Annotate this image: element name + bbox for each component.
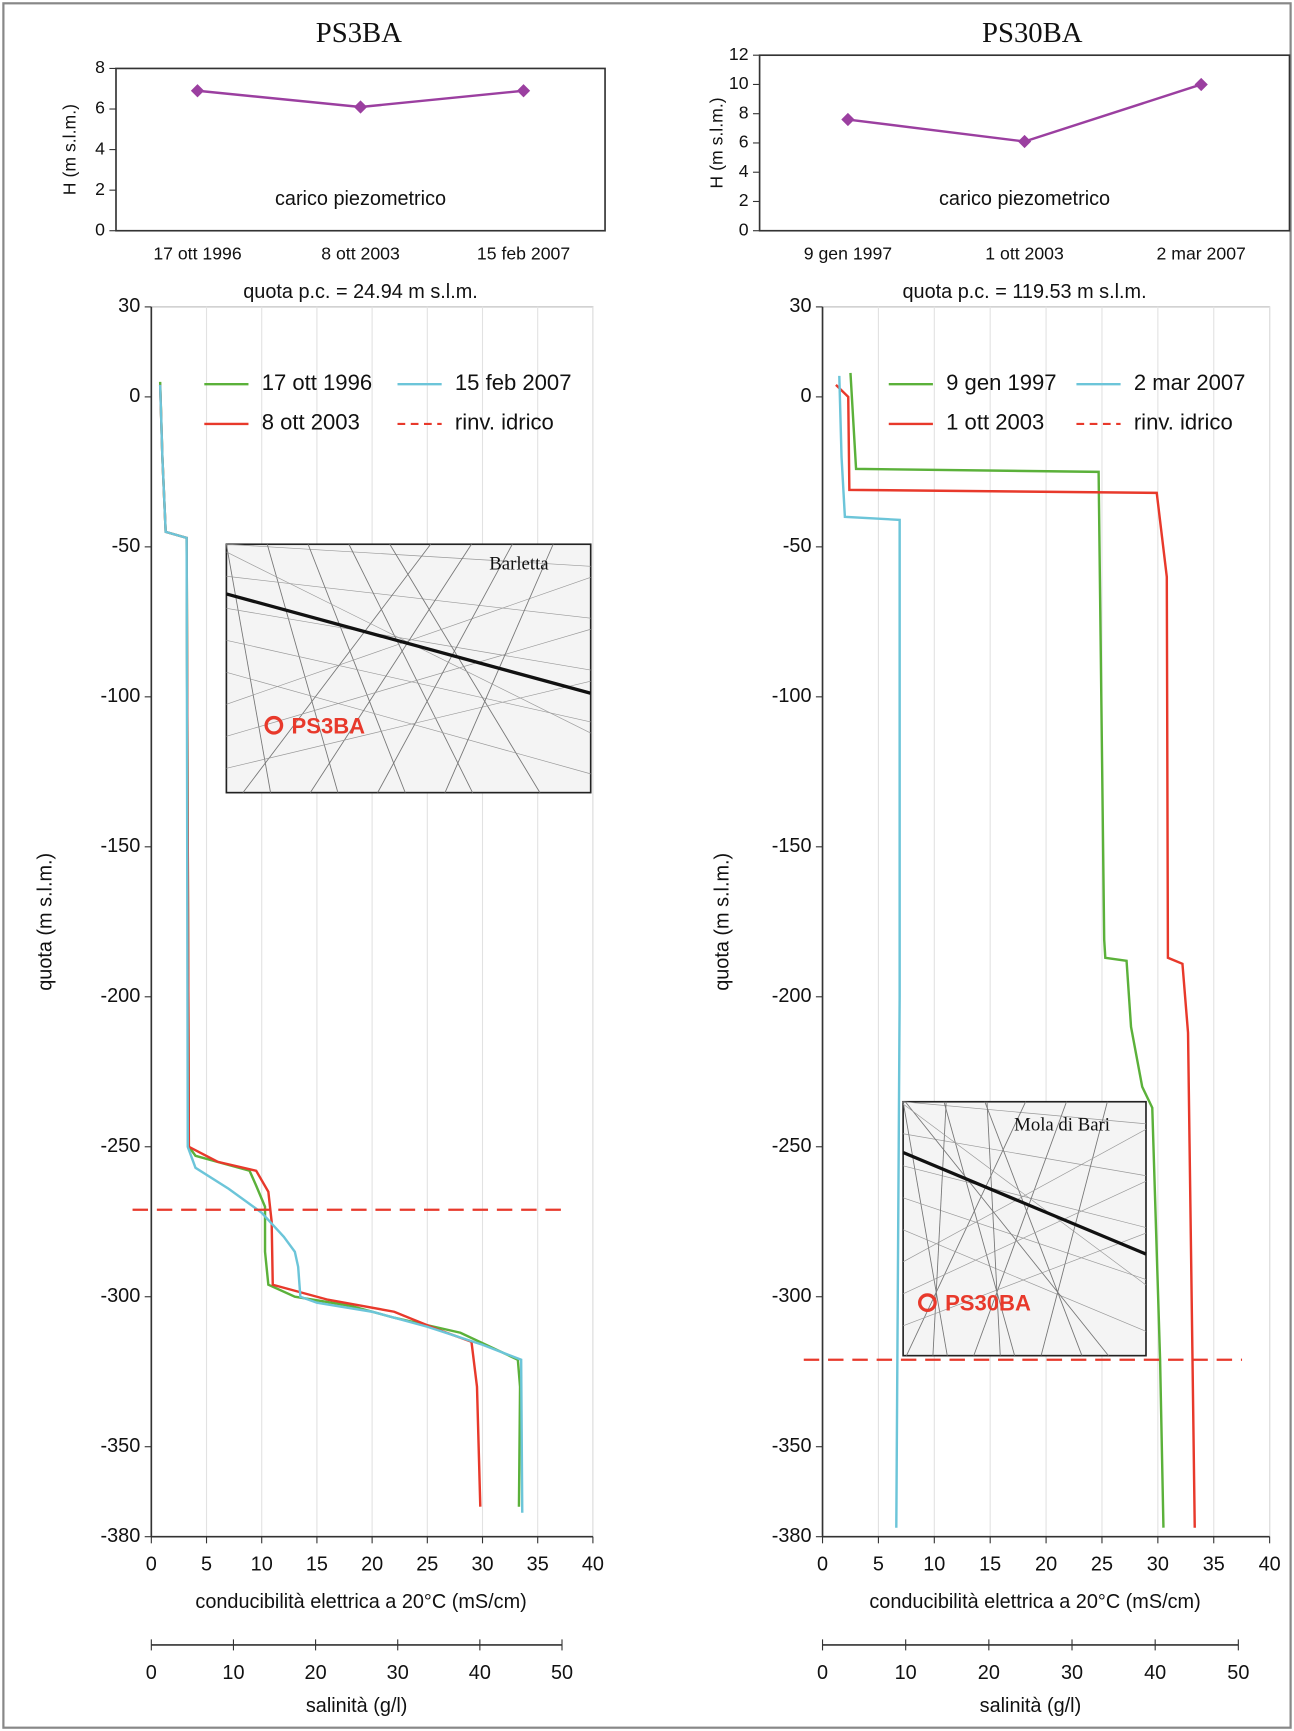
y-tick-label: -300 bbox=[101, 1285, 141, 1307]
x2-tick-label: 20 bbox=[305, 1662, 327, 1684]
x-tick-label: 25 bbox=[416, 1554, 438, 1576]
inset-well: PS3BA bbox=[292, 713, 366, 738]
annotation: carico piezometrico bbox=[939, 188, 1110, 210]
legend-label: rinv. idrico bbox=[1134, 410, 1233, 435]
y-tick-label: 0 bbox=[800, 385, 811, 407]
y-tick-label: 2 bbox=[95, 179, 105, 199]
x2-tick-label: 50 bbox=[1227, 1662, 1249, 1684]
x-axis-label: conducibilità elettrica a 20°C (mS/cm) bbox=[869, 1591, 1200, 1613]
figure: PS3BA 0 2 4 6 8 H (m s.l.m.) 17 ott 1996 8 ott 2… bbox=[0, 0, 1294, 1731]
x-tick-label: 35 bbox=[1203, 1554, 1225, 1576]
y-tick-label: 30 bbox=[789, 295, 811, 317]
x2-tick-label: 20 bbox=[978, 1662, 1000, 1684]
x-tick-label: 5 bbox=[201, 1554, 212, 1576]
y-tick-label: 10 bbox=[729, 73, 749, 93]
x-tick-label: 17 ott 1996 bbox=[153, 244, 242, 264]
legend-label: 1 ott 2003 bbox=[946, 410, 1044, 435]
x2-tick-label: 0 bbox=[817, 1662, 828, 1684]
y-tick-label: 30 bbox=[118, 295, 140, 317]
note: quota p.c. = 119.53 m s.l.m. bbox=[902, 281, 1146, 303]
x2-tick-label: 30 bbox=[387, 1662, 409, 1684]
y-tick-label: 0 bbox=[95, 219, 105, 239]
y-tick-label: 12 bbox=[729, 44, 749, 64]
x2-tick-label: 40 bbox=[1144, 1662, 1166, 1684]
y-axis-label: quota (m s.l.m.) bbox=[35, 853, 57, 991]
y-tick-label: -350 bbox=[101, 1435, 141, 1457]
y-axis-label: H (m s.l.m.) bbox=[706, 97, 726, 188]
x-tick-label: 8 ott 2003 bbox=[321, 244, 400, 264]
x-tick-label: 20 bbox=[1035, 1554, 1057, 1576]
y-tick-label: 6 bbox=[739, 132, 749, 152]
y-tick-label: 6 bbox=[95, 98, 105, 118]
y-tick-label: -100 bbox=[101, 685, 141, 707]
x-tick-label: 30 bbox=[471, 1554, 493, 1576]
x2-tick-label: 10 bbox=[895, 1662, 917, 1684]
y-tick-label: 4 bbox=[95, 138, 105, 158]
y-tick-label: -50 bbox=[783, 535, 812, 557]
x-tick-label: 20 bbox=[361, 1554, 383, 1576]
x-tick-label: 35 bbox=[527, 1554, 549, 1576]
x2-tick-label: 30 bbox=[1061, 1662, 1083, 1684]
annotation: carico piezometrico bbox=[275, 188, 446, 210]
y-tick-label: -200 bbox=[101, 985, 141, 1007]
y-tick-label: -150 bbox=[772, 835, 812, 857]
legend-label: 2 mar 2007 bbox=[1134, 370, 1246, 395]
x-tick-label: 15 feb 2007 bbox=[477, 244, 570, 264]
y-tick-label: -300 bbox=[772, 1285, 812, 1307]
y-tick-label: -50 bbox=[112, 535, 141, 557]
y-tick-label: -380 bbox=[101, 1525, 141, 1547]
y-tick-label: 8 bbox=[95, 57, 105, 77]
x-tick-label: 40 bbox=[582, 1554, 604, 1576]
x-tick-label: 40 bbox=[1259, 1554, 1281, 1576]
x-tick-label: 15 bbox=[306, 1554, 328, 1576]
inset-place: Mola di Bari bbox=[1014, 1114, 1110, 1135]
x2-tick-label: 50 bbox=[551, 1662, 573, 1684]
legend-label: rinv. idrico bbox=[455, 410, 554, 435]
inset-place: Barletta bbox=[489, 554, 549, 575]
y-tick-label: -100 bbox=[772, 685, 812, 707]
x-tick-label: 25 bbox=[1091, 1554, 1113, 1576]
x2-axis-label: salinità (g/l) bbox=[980, 1695, 1082, 1717]
y-tick-label: -250 bbox=[772, 1135, 812, 1157]
y-tick-label: -150 bbox=[101, 835, 141, 857]
x-tick-label: 30 bbox=[1147, 1554, 1169, 1576]
x-tick-label: 0 bbox=[817, 1554, 828, 1576]
inset-well: PS30BA bbox=[945, 1291, 1031, 1316]
y-tick-label: -380 bbox=[772, 1525, 812, 1547]
x-tick-label: 1 ott 2003 bbox=[985, 244, 1064, 264]
x2-tick-label: 10 bbox=[222, 1662, 244, 1684]
x-tick-label: 0 bbox=[146, 1554, 157, 1576]
legend-label: 15 feb 2007 bbox=[455, 370, 572, 395]
x2-axis-label: salinità (g/l) bbox=[306, 1695, 408, 1717]
x-axis-label: conducibilità elettrica a 20°C (mS/cm) bbox=[195, 1591, 526, 1613]
y-tick-label: 0 bbox=[129, 385, 140, 407]
legend-label: 9 gen 1997 bbox=[946, 370, 1056, 395]
y-axis-label: quota (m s.l.m.) bbox=[711, 853, 733, 991]
y-tick-label: -200 bbox=[772, 985, 812, 1007]
chart-title: PS3BA bbox=[316, 17, 402, 49]
y-tick-label: -350 bbox=[772, 1435, 812, 1457]
x-tick-label: 10 bbox=[251, 1554, 273, 1576]
x-tick-label: 9 gen 1997 bbox=[804, 244, 892, 264]
chart-title: PS30BA bbox=[982, 17, 1083, 49]
note: quota p.c. = 24.94 m s.l.m. bbox=[243, 281, 478, 303]
legend-label: 8 ott 2003 bbox=[262, 410, 360, 435]
y-tick-label: 8 bbox=[739, 102, 749, 122]
legend-label: 17 ott 1996 bbox=[262, 370, 372, 395]
y-axis-label: H (m s.l.m.) bbox=[59, 104, 79, 195]
x-tick-label: 5 bbox=[873, 1554, 884, 1576]
y-tick-label: 2 bbox=[739, 190, 749, 210]
y-tick-label: -250 bbox=[101, 1135, 141, 1157]
x-tick-label: 10 bbox=[923, 1554, 945, 1576]
x-tick-label: 15 bbox=[979, 1554, 1001, 1576]
y-tick-label: 0 bbox=[739, 219, 749, 239]
x2-tick-label: 40 bbox=[469, 1662, 491, 1684]
y-tick-label: 4 bbox=[739, 161, 749, 181]
x2-tick-label: 0 bbox=[146, 1662, 157, 1684]
x-tick-label: 2 mar 2007 bbox=[1157, 244, 1246, 264]
